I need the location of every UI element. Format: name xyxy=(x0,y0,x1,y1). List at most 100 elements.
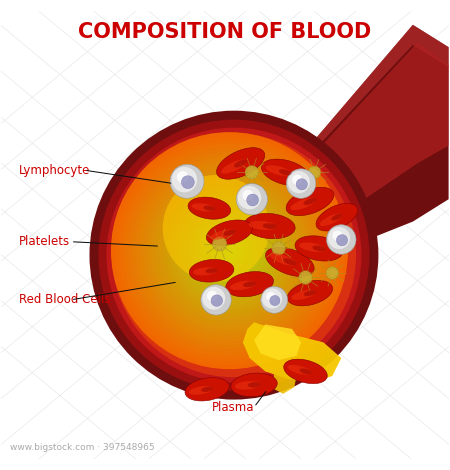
Circle shape xyxy=(243,190,253,201)
Circle shape xyxy=(270,296,280,306)
Circle shape xyxy=(115,136,344,365)
Circle shape xyxy=(266,292,275,301)
Circle shape xyxy=(198,219,261,282)
Circle shape xyxy=(272,242,285,255)
Circle shape xyxy=(150,172,309,329)
Circle shape xyxy=(211,295,223,306)
Polygon shape xyxy=(272,369,297,394)
Ellipse shape xyxy=(266,247,314,276)
Circle shape xyxy=(286,169,316,198)
Ellipse shape xyxy=(207,220,252,245)
Circle shape xyxy=(212,237,227,251)
Circle shape xyxy=(130,152,328,349)
Polygon shape xyxy=(243,322,341,383)
Circle shape xyxy=(143,164,316,337)
Circle shape xyxy=(296,179,307,190)
Ellipse shape xyxy=(249,221,277,230)
Ellipse shape xyxy=(316,203,358,231)
Polygon shape xyxy=(299,25,449,267)
Circle shape xyxy=(178,199,281,302)
Ellipse shape xyxy=(290,198,316,210)
Circle shape xyxy=(247,194,259,206)
Ellipse shape xyxy=(216,148,265,179)
Ellipse shape xyxy=(206,268,218,274)
Ellipse shape xyxy=(244,213,295,239)
Text: COMPOSITION OF BLOOD: COMPOSITION OF BLOOD xyxy=(78,22,372,41)
Circle shape xyxy=(218,239,241,263)
Circle shape xyxy=(328,227,350,249)
Ellipse shape xyxy=(283,258,297,266)
Ellipse shape xyxy=(286,187,334,216)
Ellipse shape xyxy=(223,230,236,236)
Circle shape xyxy=(172,167,197,192)
Circle shape xyxy=(166,188,292,314)
Circle shape xyxy=(181,176,194,188)
Ellipse shape xyxy=(193,267,218,275)
Ellipse shape xyxy=(263,223,277,229)
Circle shape xyxy=(225,247,234,255)
Circle shape xyxy=(123,144,336,357)
Ellipse shape xyxy=(211,229,236,240)
Polygon shape xyxy=(299,43,449,243)
Ellipse shape xyxy=(270,253,297,266)
Circle shape xyxy=(174,196,285,306)
Circle shape xyxy=(107,128,361,383)
Circle shape xyxy=(202,223,257,278)
Circle shape xyxy=(99,120,369,391)
Circle shape xyxy=(288,171,310,193)
Ellipse shape xyxy=(266,165,292,176)
Ellipse shape xyxy=(299,243,325,252)
Ellipse shape xyxy=(300,368,311,374)
Circle shape xyxy=(177,171,189,183)
Circle shape xyxy=(262,289,282,309)
Circle shape xyxy=(186,207,273,294)
Text: Red Blood Cells: Red Blood Cells xyxy=(19,293,111,306)
Ellipse shape xyxy=(291,290,316,300)
Circle shape xyxy=(190,211,269,290)
Ellipse shape xyxy=(231,373,277,397)
Text: Platelets: Platelets xyxy=(19,235,70,248)
Circle shape xyxy=(127,148,332,353)
Circle shape xyxy=(111,132,348,369)
Ellipse shape xyxy=(203,206,215,211)
Circle shape xyxy=(245,166,259,179)
Circle shape xyxy=(261,286,288,313)
Circle shape xyxy=(163,175,270,282)
Ellipse shape xyxy=(295,236,343,261)
Circle shape xyxy=(206,227,253,274)
Circle shape xyxy=(170,191,289,310)
Ellipse shape xyxy=(284,359,327,384)
Text: Lymphocyte: Lymphocyte xyxy=(19,164,90,177)
Ellipse shape xyxy=(189,259,234,282)
Circle shape xyxy=(333,231,343,241)
Ellipse shape xyxy=(287,281,333,306)
Ellipse shape xyxy=(189,386,213,395)
Circle shape xyxy=(135,156,324,345)
Circle shape xyxy=(236,184,267,215)
Ellipse shape xyxy=(279,169,292,175)
Ellipse shape xyxy=(234,159,247,167)
Ellipse shape xyxy=(331,214,342,220)
Ellipse shape xyxy=(303,198,316,205)
Circle shape xyxy=(90,110,378,400)
Ellipse shape xyxy=(304,290,316,296)
Ellipse shape xyxy=(230,281,256,290)
Circle shape xyxy=(308,166,321,179)
Circle shape xyxy=(201,285,231,315)
Circle shape xyxy=(207,291,218,301)
Circle shape xyxy=(326,267,338,279)
Circle shape xyxy=(238,186,261,210)
Polygon shape xyxy=(254,324,301,360)
Circle shape xyxy=(147,168,312,334)
Ellipse shape xyxy=(188,197,231,219)
Circle shape xyxy=(139,160,320,342)
Ellipse shape xyxy=(248,382,261,387)
Circle shape xyxy=(299,271,312,284)
Ellipse shape xyxy=(235,381,261,390)
Circle shape xyxy=(119,140,340,361)
Circle shape xyxy=(112,133,356,377)
Ellipse shape xyxy=(243,281,256,287)
Ellipse shape xyxy=(226,272,274,297)
Circle shape xyxy=(154,176,305,326)
Ellipse shape xyxy=(312,245,325,251)
